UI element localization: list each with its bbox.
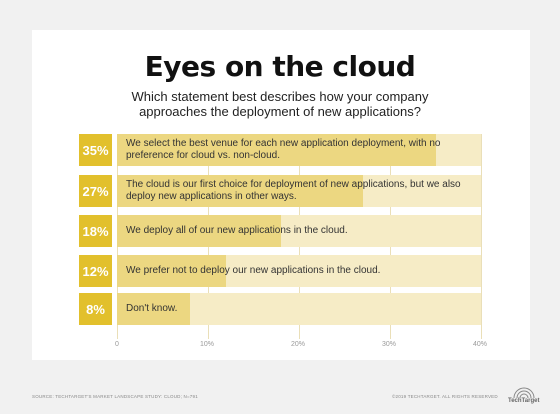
tick-label: 40% [473, 341, 488, 348]
bar [117, 175, 363, 207]
tick-label: 10% [200, 341, 215, 348]
value-label: 12% [79, 255, 112, 287]
bar-track: We prefer not to deploy our new applicat… [117, 255, 481, 287]
value-label: 8% [79, 293, 112, 325]
bar [117, 293, 190, 325]
bar [117, 215, 281, 247]
tick-label: 20% [291, 341, 306, 348]
gridline [481, 134, 482, 339]
bar-track: The cloud is our first choice for deploy… [117, 175, 481, 207]
bar-track: We deploy all of our new applications in… [117, 215, 481, 247]
value-label: 35% [79, 134, 112, 166]
copyright-note: ©2019 TECHTARGET. ALL RIGHTS RESERVED [392, 394, 498, 399]
value-label: 27% [79, 175, 112, 207]
category-label: We prefer not to deploy our new applicat… [126, 265, 381, 276]
tick-label: 30% [382, 341, 397, 348]
bar-track: Don't know. [117, 293, 481, 325]
category-label: We select the best venue for each new ap… [126, 138, 441, 161]
bar-track: We select the best venue for each new ap… [117, 134, 481, 166]
source-note: SOURCE: TECHTARGET'S MARKET LANDSCAPE ST… [32, 394, 198, 399]
category-label: We deploy all of our new applications in… [126, 225, 348, 236]
chart-subtitle: Which statement best describes how your … [131, 89, 429, 119]
value-label: 18% [79, 215, 112, 247]
bar [117, 255, 227, 287]
logo-arc-icon [513, 387, 535, 399]
techtarget-logo: TechTarget [508, 386, 540, 410]
category-label: The cloud is our first choice for deploy… [126, 179, 461, 202]
chart-title: Eyes on the cloud [144, 50, 416, 83]
logo-text: TechTarget [508, 398, 540, 404]
tick-label: 0 [115, 341, 119, 348]
bar [117, 134, 436, 166]
category-label: Don't know. [126, 303, 178, 314]
